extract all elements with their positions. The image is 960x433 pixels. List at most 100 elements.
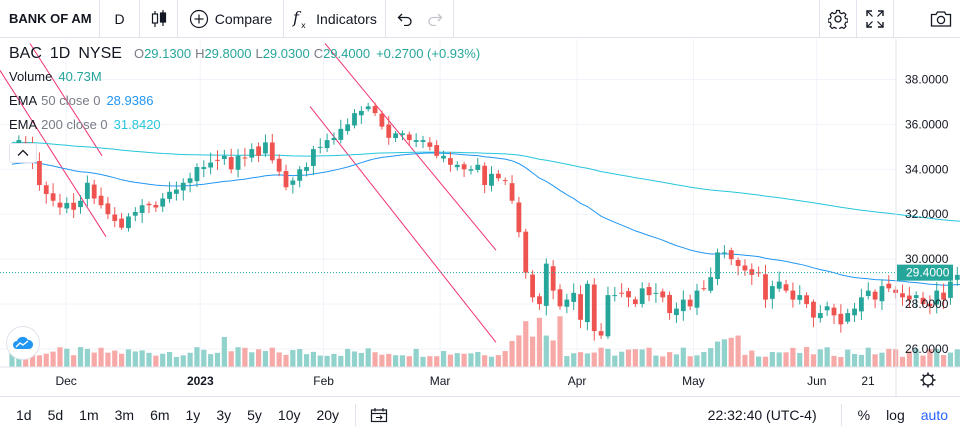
volume-bar — [482, 355, 488, 367]
volume-bar — [851, 353, 858, 367]
range-5y-button[interactable]: 5y — [247, 407, 262, 423]
price-chart[interactable]: 38.0000 36.0000 34.0000 32.0000 30.0000 28.00… — [0, 39, 960, 396]
candle-body — [283, 171, 289, 188]
auto-scale-toggle[interactable]: auto — [920, 407, 948, 423]
low-value: 29.0300 — [262, 46, 310, 61]
candle-body — [379, 113, 385, 127]
range-6m-button[interactable]: 6m — [150, 407, 170, 423]
candle-body — [235, 155, 241, 170]
candle-body — [680, 299, 686, 312]
candle-body — [331, 137, 337, 141]
candle-body — [324, 140, 330, 149]
undo-icon[interactable] — [397, 12, 413, 26]
volume-bar — [208, 354, 214, 367]
range-3y-button[interactable]: 3y — [216, 407, 232, 423]
candle-body — [790, 290, 796, 300]
divider — [840, 404, 842, 426]
candle-body — [626, 291, 631, 298]
candles-icon — [151, 9, 166, 27]
redo-icon[interactable] — [427, 12, 443, 26]
candle-body — [557, 289, 563, 307]
settings-button[interactable] — [820, 0, 857, 37]
volume-bar — [434, 356, 440, 367]
goto-date-button[interactable] — [364, 407, 394, 423]
volume-bar — [749, 350, 755, 367]
volume-bar — [488, 356, 495, 367]
volume-bar — [776, 352, 782, 367]
candle-body — [482, 165, 488, 186]
range-5d-button[interactable]: 5d — [47, 407, 64, 423]
range-1m-button[interactable]: 1m — [79, 407, 99, 423]
chart-type-button[interactable] — [140, 0, 178, 37]
time-axis-settings-icon[interactable] — [920, 372, 936, 388]
percent-scale-toggle[interactable]: % — [857, 407, 871, 423]
candle-body — [454, 164, 460, 168]
legend-symbol[interactable]: BAC — [9, 45, 42, 62]
close-label: C — [313, 46, 324, 61]
volume-bar — [495, 355, 501, 367]
last-price-tag — [897, 264, 953, 281]
candle-body — [352, 113, 357, 126]
chart-legend: BAC 1D NYSE O 29.1300 H 29.8000 L 29.0300 C… — [9, 45, 480, 163]
candle-body — [427, 142, 433, 147]
indicators-button[interactable]: f x Indicators — [284, 0, 386, 37]
legend-collapse-button[interactable] — [9, 143, 37, 163]
volume-bar — [303, 354, 310, 367]
range-1d-button[interactable]: 1d — [16, 407, 32, 423]
volume-bar — [598, 347, 604, 367]
volume-bar — [941, 355, 947, 367]
compare-button[interactable]: Compare — [178, 0, 284, 37]
candle-body — [221, 155, 227, 160]
volume-bars — [9, 316, 960, 367]
candle-body — [386, 124, 392, 138]
snapshot-button[interactable] — [922, 0, 960, 37]
range-20y-button[interactable]: 20y — [316, 407, 340, 423]
candle-body — [516, 202, 522, 233]
legend-ema50-row[interactable]: EMA 50 close 0 28.9386 — [9, 93, 480, 117]
volume-bar — [365, 348, 371, 367]
volume-bar — [714, 341, 721, 367]
volume-bar — [934, 348, 940, 367]
compare-label: Compare — [214, 10, 273, 27]
gear-tooth — [930, 374, 934, 378]
volume-bar — [379, 354, 385, 367]
symbol-search-button[interactable]: BANK OF AM — [0, 0, 100, 37]
candle-body — [461, 164, 467, 170]
time-tick-label: Feb — [313, 374, 334, 388]
candle-body — [105, 203, 111, 215]
volume-bar — [64, 348, 70, 367]
candle-body — [886, 283, 892, 289]
volume-bar — [399, 355, 406, 367]
top-toolbar: BANK OF AM D Compare f x Indicators — [0, 0, 960, 38]
candle-body — [872, 291, 878, 300]
volume-bar — [166, 352, 173, 367]
volume-bar — [214, 352, 221, 367]
volume-bar — [879, 352, 885, 367]
ema-lines — [11, 141, 960, 286]
change-value: +0.2700 (+0.93%) — [376, 46, 481, 61]
candle-body — [146, 203, 152, 206]
gear-tooth — [922, 374, 926, 378]
log-scale-toggle[interactable]: log — [886, 407, 905, 423]
legend-volume-row[interactable]: Volume 40.73M — [9, 69, 480, 93]
candle-body — [763, 274, 768, 300]
volume-bar — [447, 354, 453, 367]
range-3m-button[interactable]: 3m — [114, 407, 135, 423]
volume-bar — [173, 356, 179, 367]
range-10y-button[interactable]: 10y — [277, 407, 301, 423]
candle-body — [742, 265, 748, 271]
volume-bar — [393, 355, 399, 367]
legend-ema200-row[interactable]: EMA 200 close 0 31.8420 — [9, 117, 480, 141]
interval-button[interactable]: D — [100, 0, 140, 37]
candle-body — [180, 182, 186, 191]
clock-timezone[interactable]: 22:32:40 (UTC-4) — [707, 407, 817, 423]
volume-bar — [858, 354, 864, 367]
volume-bar — [557, 316, 563, 367]
candle-body — [228, 157, 234, 170]
tradingview-logo-badge[interactable] — [6, 326, 40, 360]
range-1y-button[interactable]: 1y — [185, 407, 201, 423]
candle-body — [194, 167, 200, 182]
volume-bar — [194, 347, 200, 367]
volume-bar — [639, 349, 645, 367]
fullscreen-button[interactable] — [857, 0, 894, 37]
